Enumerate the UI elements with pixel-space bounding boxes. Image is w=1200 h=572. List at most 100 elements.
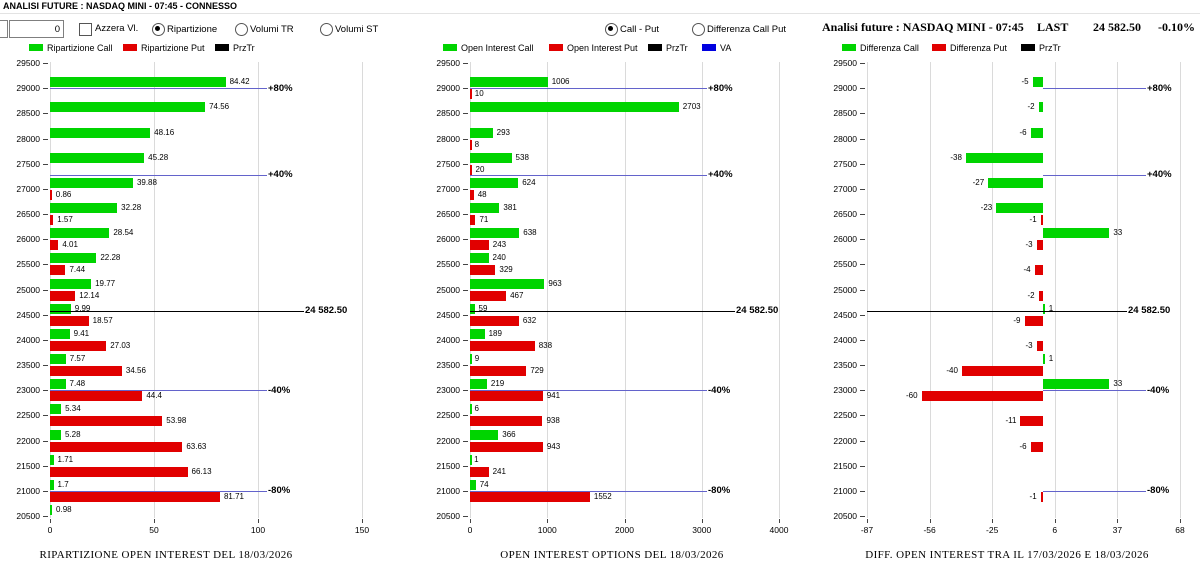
chart-title: DIFF. OPEN INTEREST TRA IL 17/03/2026 E … — [865, 549, 1149, 561]
va-line — [470, 390, 707, 392]
left-legend-swatch-0 — [29, 44, 43, 51]
bar-value-label: 7.44 — [69, 265, 86, 275]
bar-value-label: 48.16 — [154, 127, 175, 137]
strike-label: 25500 — [833, 259, 857, 270]
y-axis-tick — [43, 516, 48, 517]
put-bar — [961, 366, 1043, 376]
bar-value-label: 84.42 — [229, 77, 250, 87]
y-axis-tick — [43, 314, 48, 316]
put-bar — [921, 391, 1043, 402]
call-bar — [50, 152, 145, 163]
bar-value-label: 1552 — [593, 491, 612, 501]
middle-legend-label-1: Open Interest Put — [567, 42, 638, 53]
left-radio-label-0: Ripartizione — [167, 23, 218, 35]
y-axis-tick — [860, 314, 865, 316]
gridline — [50, 62, 51, 518]
call-bar — [470, 177, 519, 188]
y-axis-tick — [860, 465, 865, 467]
y-axis-tick — [43, 264, 48, 266]
put-bar — [50, 466, 188, 477]
bar-value-label: -2 — [1027, 102, 1035, 112]
gridline — [362, 62, 363, 518]
put-bar — [1036, 340, 1043, 351]
window-title: ANALISI FUTURE : NASDAQ MINI - 07:45 - C… — [0, 0, 1200, 14]
call-bar — [470, 328, 485, 339]
x-axis-tick — [154, 519, 155, 523]
x-axis-label: 50 — [149, 525, 159, 535]
cropped-control[interactable] — [0, 20, 8, 38]
call-bar — [50, 177, 133, 188]
put-bar — [1040, 491, 1043, 502]
put-bar — [1024, 315, 1043, 326]
put-bar — [470, 466, 489, 477]
put-bar — [470, 89, 472, 100]
put-bar — [470, 215, 476, 225]
strike-label: 21000 — [16, 485, 40, 496]
azzera-checkbox[interactable] — [79, 23, 92, 36]
x-axis-tick — [362, 519, 363, 523]
call-bar — [1038, 102, 1043, 113]
right-legend-label-2: PrzTr — [1039, 42, 1061, 53]
x-axis-label: 68 — [1175, 525, 1185, 535]
bar-value-label: 240 — [492, 253, 506, 263]
bar-value-label: 81.71 — [223, 491, 244, 501]
y-axis-tick — [463, 365, 468, 366]
y-axis-tick — [860, 415, 865, 417]
strike-label: 22000 — [16, 435, 40, 446]
y-axis-tick — [43, 214, 48, 215]
va-line — [470, 490, 707, 492]
chart-title: RIPARTIZIONE OPEN INTEREST DEL 18/03/202… — [39, 549, 293, 561]
strike-label: 25000 — [833, 284, 857, 295]
strike-label: 26000 — [436, 234, 460, 245]
x-axis-tick — [779, 519, 780, 523]
bar-value-label: 1 — [474, 454, 479, 464]
y-axis-tick — [43, 63, 48, 64]
bar-value-label: -40 — [946, 366, 958, 375]
left-legend-swatch-1 — [123, 44, 137, 51]
strike-label: 22000 — [436, 435, 460, 446]
middle-radio-1[interactable] — [692, 23, 705, 36]
left-radio-0[interactable] — [152, 23, 165, 36]
va-line-label: +80% — [1147, 82, 1172, 94]
strike-label: 21000 — [436, 485, 460, 496]
put-bar — [470, 139, 472, 150]
strike-label: 23500 — [16, 360, 40, 370]
bar-value-label: 467 — [510, 290, 524, 300]
strike-label: 25500 — [16, 259, 40, 270]
y-axis-tick — [463, 314, 468, 316]
y-axis-tick — [463, 490, 468, 492]
y-axis-tick — [43, 88, 48, 90]
bar-value-label: 5.28 — [64, 429, 81, 439]
bar-value-label: 1.71 — [57, 454, 74, 464]
va-line — [1042, 174, 1146, 176]
bar-value-label: 9.41 — [73, 328, 90, 338]
bar-value-label: 63.63 — [186, 441, 207, 451]
bar-value-label: 10 — [474, 89, 484, 99]
left-radio-2[interactable] — [320, 23, 333, 36]
y-axis-tick — [463, 63, 468, 64]
bar-value-label: 33 — [1113, 379, 1123, 389]
put-bar — [470, 340, 535, 351]
przt-line — [50, 310, 304, 312]
offset-input[interactable] — [9, 20, 64, 38]
y-axis-tick — [43, 138, 48, 140]
call-bar — [50, 479, 54, 490]
middle-radio-0[interactable] — [605, 23, 618, 36]
left-radio-1[interactable] — [235, 23, 248, 36]
call-bar — [988, 177, 1043, 188]
strike-label: 25000 — [436, 284, 460, 295]
bar-value-label: -11 — [1005, 416, 1017, 426]
gridline — [867, 62, 868, 518]
bar-value-label: 329 — [499, 265, 513, 275]
strike-label: 27000 — [16, 183, 40, 194]
bar-value-label: 4.01 — [62, 240, 78, 250]
put-bar — [50, 391, 143, 402]
strike-label: 24000 — [436, 334, 460, 345]
strike-label: 29000 — [833, 83, 857, 94]
bar-value-label: 9.99 — [74, 303, 91, 313]
strike-label: 29500 — [833, 58, 857, 68]
bar-value-label: 27.03 — [110, 340, 131, 350]
x-axis-tick — [1117, 519, 1119, 523]
y-axis-tick — [43, 163, 48, 165]
strike-label: 21500 — [833, 460, 857, 471]
